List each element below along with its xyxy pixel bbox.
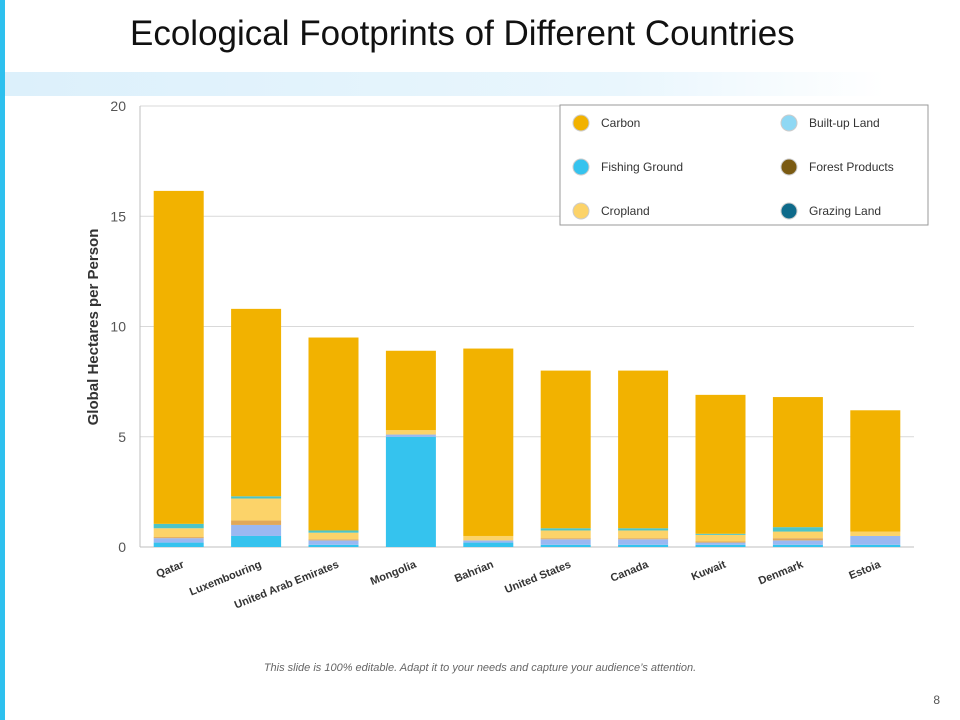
- bar-segment-grazing-land: [618, 528, 669, 531]
- bar-segment-carbon: [540, 370, 591, 529]
- x-category-label: Estoia: [847, 558, 883, 582]
- legend-label-built-up-land: Built-up Land: [809, 116, 880, 130]
- x-category-label: Qatar: [155, 558, 187, 580]
- bar-segment-fishing-ground: [618, 544, 669, 547]
- bar-segment-fishing-ground: [231, 535, 282, 547]
- x-category-label: Bahrian: [453, 559, 496, 586]
- legend-label-carbon: Carbon: [601, 116, 640, 130]
- bar-segment-cropland: [540, 530, 591, 539]
- bar-segment-fishing-ground: [695, 544, 746, 547]
- bar-segment-forest-products: [540, 538, 591, 540]
- x-category-label: Canada: [609, 558, 651, 584]
- bar-segment-carbon: [463, 348, 514, 536]
- accent-bar: [0, 0, 5, 720]
- bar-segment-carbon: [850, 410, 901, 532]
- bar-segment-cropland: [463, 535, 514, 541]
- legend: Carbon Built-up Land Fishing Ground Forest …: [559, 104, 929, 226]
- x-category-label: United States: [503, 559, 573, 596]
- bar-segment-built-up-land: [231, 524, 282, 536]
- bar-segment-cropland: [695, 534, 746, 542]
- bar-segment-grazing-land: [540, 528, 591, 531]
- bar-segment-cropland: [231, 498, 282, 521]
- x-category-label: Mongolia: [369, 558, 419, 588]
- bar-segment-forest-products: [308, 539, 359, 541]
- bar-segment-carbon: [772, 397, 823, 528]
- page-title: Ecological Footprints of Different Count…: [130, 14, 795, 53]
- bars: [153, 190, 901, 547]
- bar-segment-grazing-land: [772, 527, 823, 532]
- bar-segment-forest-products: [231, 520, 282, 525]
- bar-segment-carbon: [153, 190, 204, 524]
- y-tick-labels: 0 5 10 15 20: [110, 98, 126, 555]
- bar-segment-cropland: [153, 528, 204, 538]
- bar-segment-built-up-land: [463, 540, 514, 543]
- legend-label-grazing-land: Grazing Land: [809, 204, 881, 218]
- bar-segment-built-up-land: [385, 434, 436, 437]
- bar-segment-fishing-ground: [385, 436, 436, 547]
- bar-segment-built-up-land: [308, 540, 359, 545]
- bar-segment-forest-products: [618, 538, 669, 540]
- bar-segment-forest-products: [772, 538, 823, 541]
- bar-segment-fishing-ground: [308, 544, 359, 547]
- legend-label-forest-products: Forest Products: [809, 160, 894, 174]
- bar-segment-carbon: [695, 394, 746, 534]
- bar-segment-grazing-land: [308, 530, 359, 533]
- legend-swatch-fishing-ground: [572, 158, 590, 176]
- legend-swatch-built-up-land: [780, 114, 798, 132]
- y-tick-label: 0: [118, 539, 126, 555]
- bar-segment-cropland: [850, 531, 901, 536]
- bar-segment-carbon: [231, 308, 282, 497]
- bar-segment-fishing-ground: [463, 542, 514, 547]
- legend-swatch-cropland: [572, 202, 590, 220]
- bar-segment-forest-products: [695, 541, 746, 543]
- y-tick-label: 20: [110, 98, 126, 114]
- legend-label-fishing-ground: Fishing Ground: [601, 160, 683, 174]
- bar-segment-forest-products: [153, 537, 204, 539]
- bar-segment-grazing-land: [695, 533, 746, 535]
- bar-segment-fishing-ground: [540, 544, 591, 547]
- bar-segment-cropland: [308, 532, 359, 540]
- bar-segment-fishing-ground: [153, 542, 204, 547]
- x-category-label: Denmark: [757, 558, 806, 587]
- legend-swatch-grazing-land: [780, 202, 798, 220]
- y-tick-label: 5: [118, 429, 126, 445]
- x-category-label: Kuwait: [690, 559, 728, 584]
- bar-segment-carbon: [385, 350, 436, 431]
- bar-segment-cropland: [618, 530, 669, 539]
- bar-segment-built-up-land: [850, 535, 901, 545]
- page-number: 8: [933, 693, 940, 707]
- y-tick-label: 10: [110, 319, 126, 335]
- bar-segment-cropland: [385, 430, 436, 435]
- bar-segment-built-up-land: [772, 540, 823, 545]
- footer-note: This slide is 100% editable. Adapt it to…: [263, 662, 697, 674]
- bar-segment-cropland: [772, 531, 823, 539]
- legend-label-cropland: Cropland: [601, 204, 650, 218]
- title-band: [5, 72, 885, 96]
- bar-segment-carbon: [618, 370, 669, 529]
- legend-box: [559, 104, 929, 226]
- y-tick-label: 15: [110, 208, 126, 224]
- y-axis-title: Global Hectares per Person: [85, 229, 102, 426]
- bar-segment-carbon: [308, 337, 359, 531]
- bar-segment-built-up-land: [153, 538, 204, 543]
- bar-segment-fishing-ground: [850, 544, 901, 547]
- bar-segment-fishing-ground: [772, 544, 823, 547]
- legend-swatch-carbon: [572, 114, 590, 132]
- bar-segment-grazing-land: [153, 523, 204, 529]
- bar-segment-built-up-land: [695, 542, 746, 545]
- legend-swatch-forest-products: [780, 158, 798, 176]
- bar-segment-built-up-land: [618, 539, 669, 545]
- bar-segment-grazing-land: [231, 496, 282, 499]
- bar-segment-built-up-land: [540, 539, 591, 545]
